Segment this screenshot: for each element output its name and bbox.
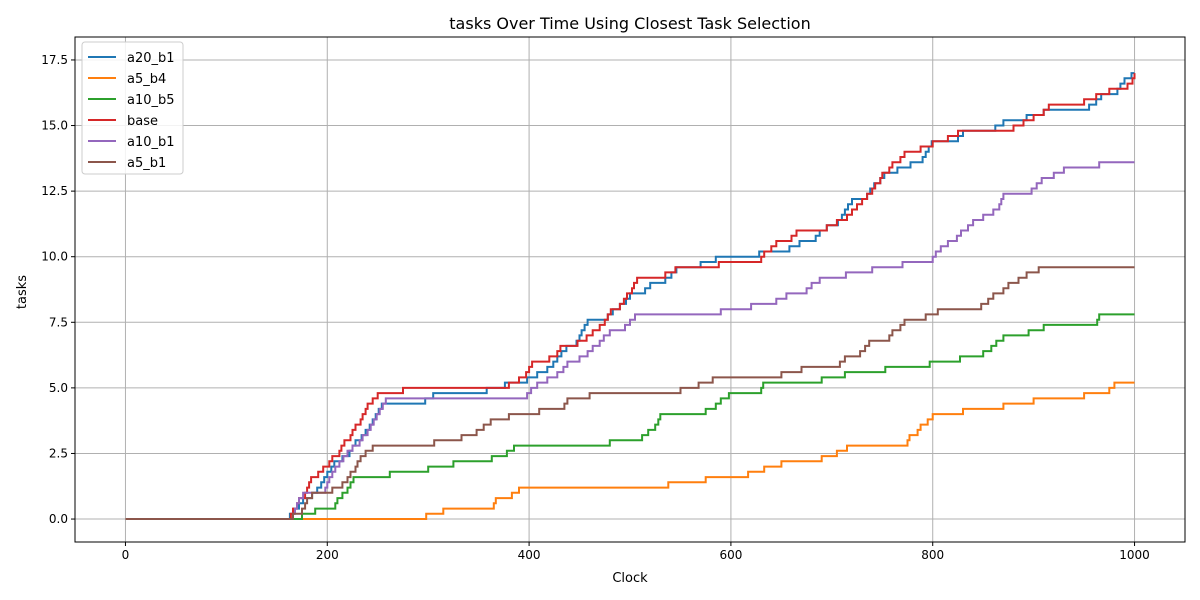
legend-label-a10-b5: a10_b5 (127, 93, 175, 108)
series-layer (125, 72, 1136, 520)
plot-area: 0 200 400 600 800 1000 0.0 2.5 5.0 7.5 10.0 12.5 15.… (41, 36, 1186, 562)
legend-label-base: base (127, 114, 158, 129)
legend-label-a5-b4: a5_b4 (127, 72, 166, 87)
x-tick-label: 200 (316, 548, 339, 562)
y-tick-label: 5.0 (49, 381, 68, 395)
y-tick-label: 17.5 (41, 53, 68, 67)
y-tick-label: 2.5 (49, 446, 68, 460)
y-tick-label: 12.5 (41, 184, 68, 198)
x-tick-label: 0 (122, 548, 130, 562)
legend-label-a5-b1: a5_b1 (127, 156, 166, 171)
tick-layer: 0 200 400 600 800 1000 0.0 2.5 5.0 7.5 10.0 12.5 15.… (41, 53, 1150, 562)
series-line-base (125, 73, 1136, 520)
y-tick-label: 15.0 (41, 119, 68, 133)
y-tick-label: 10.0 (41, 250, 68, 264)
y-tick-label: 7.5 (49, 315, 68, 329)
chart-title: tasks Over Time Using Closest Task Selec… (449, 14, 810, 33)
legend-label-a10-b1: a10_b1 (127, 135, 175, 150)
x-tick-label: 1000 (1119, 548, 1150, 562)
legend-label-a20-b1: a20_b1 (127, 51, 175, 66)
series-line-a10-b5 (125, 313, 1135, 520)
x-tick-label: 800 (921, 548, 944, 562)
series-line-a10-b1 (125, 161, 1135, 520)
x-tick-label: 400 (518, 548, 541, 562)
series-line-a5-b1 (125, 266, 1135, 520)
x-axis-label: Clock (612, 571, 648, 586)
x-tick-label: 600 (719, 548, 742, 562)
axes-frame (74, 36, 1186, 543)
y-tick-label: 0.0 (49, 512, 68, 526)
series-line-a5-b4 (125, 381, 1135, 520)
y-axis-label: tasks (15, 275, 30, 309)
